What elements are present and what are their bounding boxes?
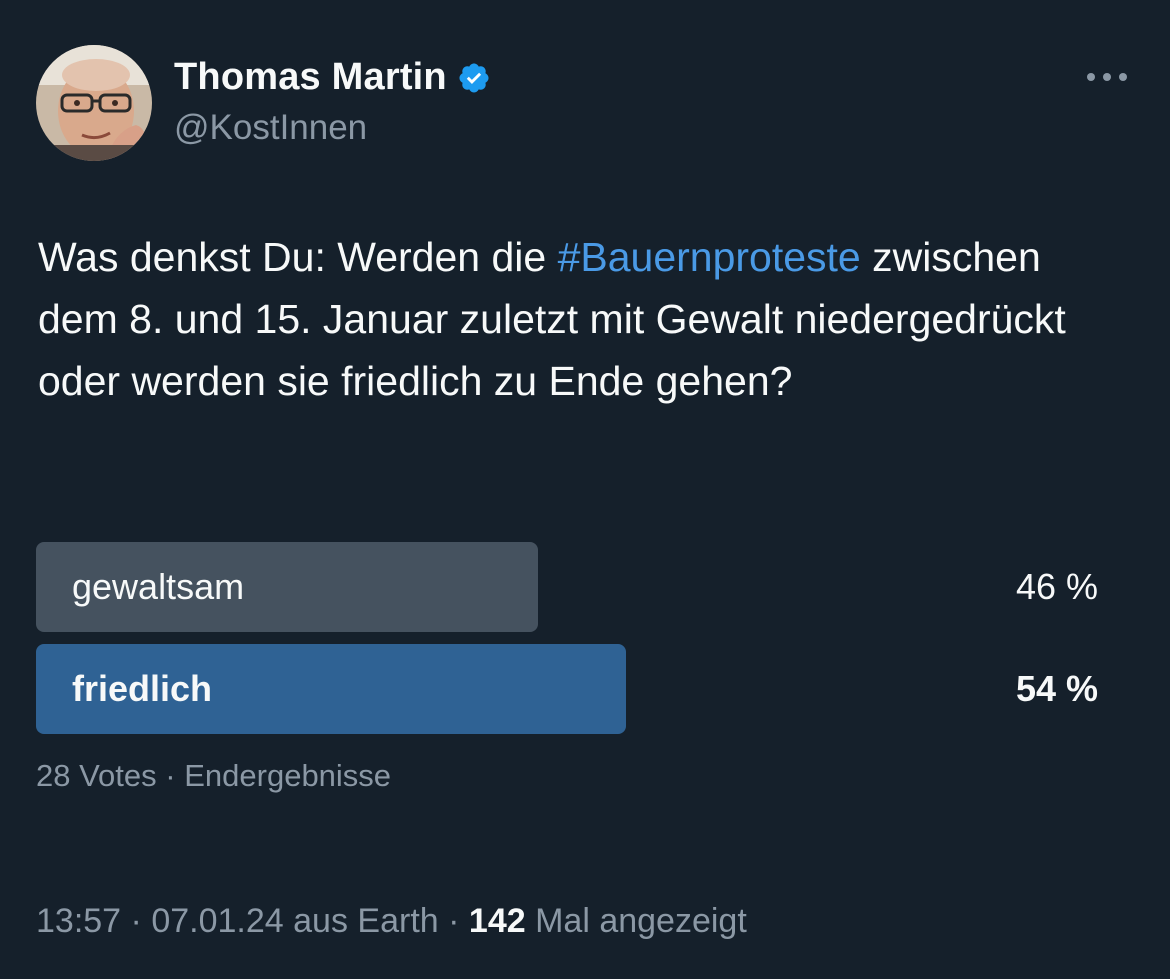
tweet-text-body: zwischen dem 8. und 15. Januar zuletzt m…: [38, 234, 1066, 404]
poll-option-label: friedlich: [72, 668, 213, 709]
poll-result-bar: [36, 644, 626, 734]
tweet-date[interactable]: 07.01.24: [151, 902, 284, 940]
poll-option: gewaltsam 46 %: [36, 542, 1098, 632]
tweet-text: Was denkst Du: Werden die #Bauernprotest…: [38, 226, 1118, 412]
tweet-text-intro: Was denkst Du: Werden die: [38, 234, 558, 280]
tweet-time[interactable]: 13:57: [36, 902, 122, 940]
hashtag-link[interactable]: #Bauernproteste: [557, 234, 861, 280]
poll-option-percent: 46 %: [1015, 566, 1098, 607]
footer-separator: ·: [130, 902, 142, 940]
poll-meta-separator: ·: [165, 758, 176, 793]
views-count[interactable]: 142: [468, 902, 526, 940]
poll-option-percent: 54 %: [1015, 668, 1098, 709]
poll-option-winner: friedlich 54 %: [36, 644, 1098, 734]
footer-separator: ·: [448, 902, 460, 940]
author-display-name[interactable]: Thomas Martin: [174, 56, 447, 98]
author-handle[interactable]: @KostInnen: [174, 108, 368, 147]
poll-status: Endergebnisse: [184, 758, 392, 793]
avatar[interactable]: [36, 45, 152, 161]
tweet-source: aus Earth: [293, 902, 439, 940]
more-options-icon[interactable]: [1080, 62, 1134, 92]
poll-option-label: gewaltsam: [72, 566, 245, 607]
poll: gewaltsam 46 % friedlich 54 %: [36, 542, 1098, 746]
poll-votes: 28 Votes: [36, 758, 157, 793]
tweet-footer: 13:57 · 07.01.24 aus Earth · 142 Mal ang…: [36, 902, 747, 941]
verified-badge-icon: [457, 61, 491, 95]
poll-result-bar: [36, 542, 538, 632]
views-label: Mal angezeigt: [535, 902, 747, 940]
poll-meta: 28 Votes · Endergebnisse: [36, 758, 391, 794]
author-name-row: Thomas Martin: [174, 56, 491, 99]
